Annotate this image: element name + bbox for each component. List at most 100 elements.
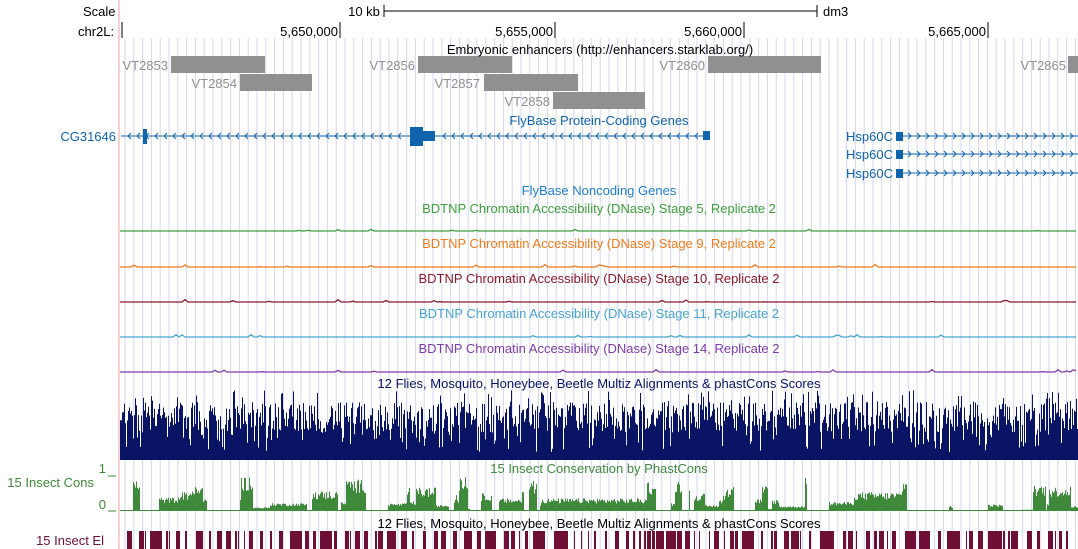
conserved-element bbox=[364, 531, 368, 549]
strand-arrow bbox=[586, 132, 591, 140]
strand-arrow bbox=[442, 132, 447, 140]
conserved-element bbox=[150, 531, 162, 549]
conserved-element bbox=[809, 531, 811, 549]
strand-arrow bbox=[1015, 169, 1020, 177]
hsp60c-exon bbox=[896, 150, 903, 159]
track-title-dnase-stage5[interactable]: BDTNP Chromatin Accessibility (DNase) St… bbox=[422, 201, 776, 216]
conserved-element bbox=[1059, 531, 1062, 549]
strand-arrow bbox=[1051, 132, 1056, 140]
strand-arrow bbox=[1042, 150, 1047, 158]
strand-arrow bbox=[397, 132, 402, 140]
strand-arrow bbox=[943, 169, 948, 177]
enhancer-label[interactable]: VT2858 bbox=[504, 94, 550, 109]
strand-arrow bbox=[631, 132, 636, 140]
conserved-element bbox=[594, 531, 596, 549]
phastcons-bars[interactable] bbox=[120, 477, 1078, 511]
strand-arrow bbox=[970, 169, 975, 177]
strand-arrow bbox=[979, 169, 984, 177]
conserved-element bbox=[464, 531, 472, 549]
guide-lines bbox=[124, 38, 1076, 549]
conserved-element bbox=[511, 531, 515, 549]
strand-arrow bbox=[1033, 132, 1038, 140]
strand-arrow bbox=[370, 132, 375, 140]
enhancer-label[interactable]: VT2865 bbox=[1020, 58, 1066, 73]
conserved-element bbox=[887, 531, 888, 549]
track-title-dnase-stage14[interactable]: BDTNP Chromatin Accessibility (DNase) St… bbox=[418, 341, 780, 356]
track-title-dnase-stage11[interactable]: BDTNP Chromatin Accessibility (DNase) St… bbox=[418, 306, 780, 321]
enhancer-label[interactable]: VT2853 bbox=[122, 58, 168, 73]
conserved-element bbox=[784, 531, 789, 549]
conserved-element bbox=[615, 531, 619, 549]
conserved-element bbox=[519, 531, 520, 549]
strand-arrow bbox=[208, 132, 213, 140]
conserved-element bbox=[644, 531, 646, 549]
strand-arrow bbox=[907, 132, 912, 140]
strand-arrow bbox=[343, 132, 348, 140]
conserved-elements[interactable] bbox=[127, 531, 1068, 549]
enhancer-block bbox=[240, 74, 312, 91]
strand-arrow bbox=[979, 132, 984, 140]
multiz-baseline bbox=[120, 458, 1078, 460]
conserved-element bbox=[730, 531, 734, 549]
track-label-elements[interactable]: 15 Insect El bbox=[36, 533, 104, 548]
track-title-multiz[interactable]: 12 Flies, Mosquito, Honeybee, Beetle Mul… bbox=[377, 376, 821, 391]
gene-models[interactable] bbox=[121, 127, 1078, 178]
cg31646-utr bbox=[423, 131, 435, 141]
conserved-element bbox=[866, 531, 870, 549]
conserved-element bbox=[978, 531, 983, 549]
strand-arrow bbox=[925, 132, 930, 140]
conserved-element bbox=[709, 531, 710, 549]
track-title-dnase-stage10[interactable]: BDTNP Chromatin Accessibility (DNase) St… bbox=[418, 271, 780, 286]
track-title-enhancers[interactable]: Embryonic enhancers (http://enhancers.st… bbox=[446, 42, 754, 57]
enhancer-blocks[interactable] bbox=[171, 56, 1078, 109]
strand-arrow bbox=[649, 132, 654, 140]
strand-arrow bbox=[685, 132, 690, 140]
dnase-signals[interactable] bbox=[120, 228, 1077, 373]
track-title-phastcons[interactable]: 15 Insect Conservation by PhastCons bbox=[490, 461, 708, 476]
conserved-element bbox=[166, 531, 168, 549]
strand-arrow bbox=[505, 132, 510, 140]
conserved-element bbox=[652, 531, 655, 549]
multiz-conservation-bars[interactable] bbox=[120, 390, 1078, 460]
strand-arrow bbox=[199, 132, 204, 140]
strand-arrow bbox=[325, 132, 330, 140]
strand-arrow bbox=[298, 132, 303, 140]
scale-bar bbox=[383, 5, 818, 17]
conserved-element bbox=[441, 531, 446, 549]
strand-arrow bbox=[925, 169, 930, 177]
conserved-element bbox=[290, 531, 302, 549]
conserved-element bbox=[235, 531, 237, 549]
conserved-element bbox=[127, 531, 132, 549]
conserved-element bbox=[905, 531, 916, 549]
strand-arrow bbox=[1033, 169, 1038, 177]
enhancer-label[interactable]: VT2856 bbox=[369, 58, 415, 73]
enhancer-label[interactable]: VT2854 bbox=[191, 76, 237, 91]
strand-arrow bbox=[934, 132, 939, 140]
cg31646-utr bbox=[703, 131, 710, 140]
gene-label-hsp60c[interactable]: Hsp60C bbox=[846, 166, 893, 181]
strand-arrow bbox=[244, 132, 249, 140]
gene-label-hsp60c[interactable]: Hsp60C bbox=[846, 129, 893, 144]
conserved-element bbox=[742, 531, 754, 549]
strand-arrow bbox=[163, 132, 168, 140]
track-label-phastcons[interactable]: 15 Insect Cons bbox=[7, 475, 94, 490]
track-title-noncoding[interactable]: FlyBase Noncoding Genes bbox=[521, 183, 677, 198]
conserved-element bbox=[988, 531, 1002, 549]
gene-label-hsp60c[interactable]: Hsp60C bbox=[846, 147, 893, 162]
conserved-element bbox=[1027, 531, 1032, 549]
strand-arrow bbox=[1042, 169, 1047, 177]
conserved-element bbox=[685, 531, 690, 549]
strand-arrow bbox=[280, 132, 285, 140]
track-title-elements[interactable]: 12 Flies, Mosquito, Honeybee, Beetle Mul… bbox=[377, 516, 821, 531]
enhancer-label[interactable]: VT2860 bbox=[659, 58, 705, 73]
strand-arrow bbox=[559, 132, 564, 140]
strand-arrow bbox=[997, 169, 1002, 177]
track-title-dnase-stage9[interactable]: BDTNP Chromatin Accessibility (DNase) St… bbox=[422, 236, 776, 251]
enhancer-label[interactable]: VT2857 bbox=[434, 76, 480, 91]
gene-label-cg31646[interactable]: CG31646 bbox=[60, 129, 116, 144]
strand-arrow bbox=[997, 132, 1002, 140]
strand-arrow bbox=[496, 132, 501, 140]
track-title-protein-coding[interactable]: FlyBase Protein-Coding Genes bbox=[509, 113, 689, 128]
